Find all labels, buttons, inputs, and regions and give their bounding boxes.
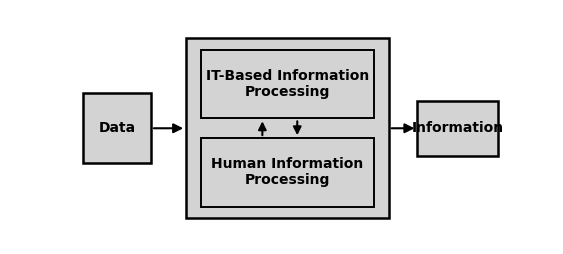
Text: Data: Data — [99, 121, 136, 135]
FancyBboxPatch shape — [202, 138, 374, 207]
FancyBboxPatch shape — [202, 50, 374, 118]
FancyBboxPatch shape — [417, 101, 498, 156]
Text: Human Information
Processing: Human Information Processing — [211, 157, 364, 187]
Text: Information: Information — [412, 121, 504, 135]
FancyBboxPatch shape — [83, 93, 151, 164]
Text: IT-Based Information
Processing: IT-Based Information Processing — [206, 69, 369, 99]
FancyBboxPatch shape — [186, 38, 389, 218]
